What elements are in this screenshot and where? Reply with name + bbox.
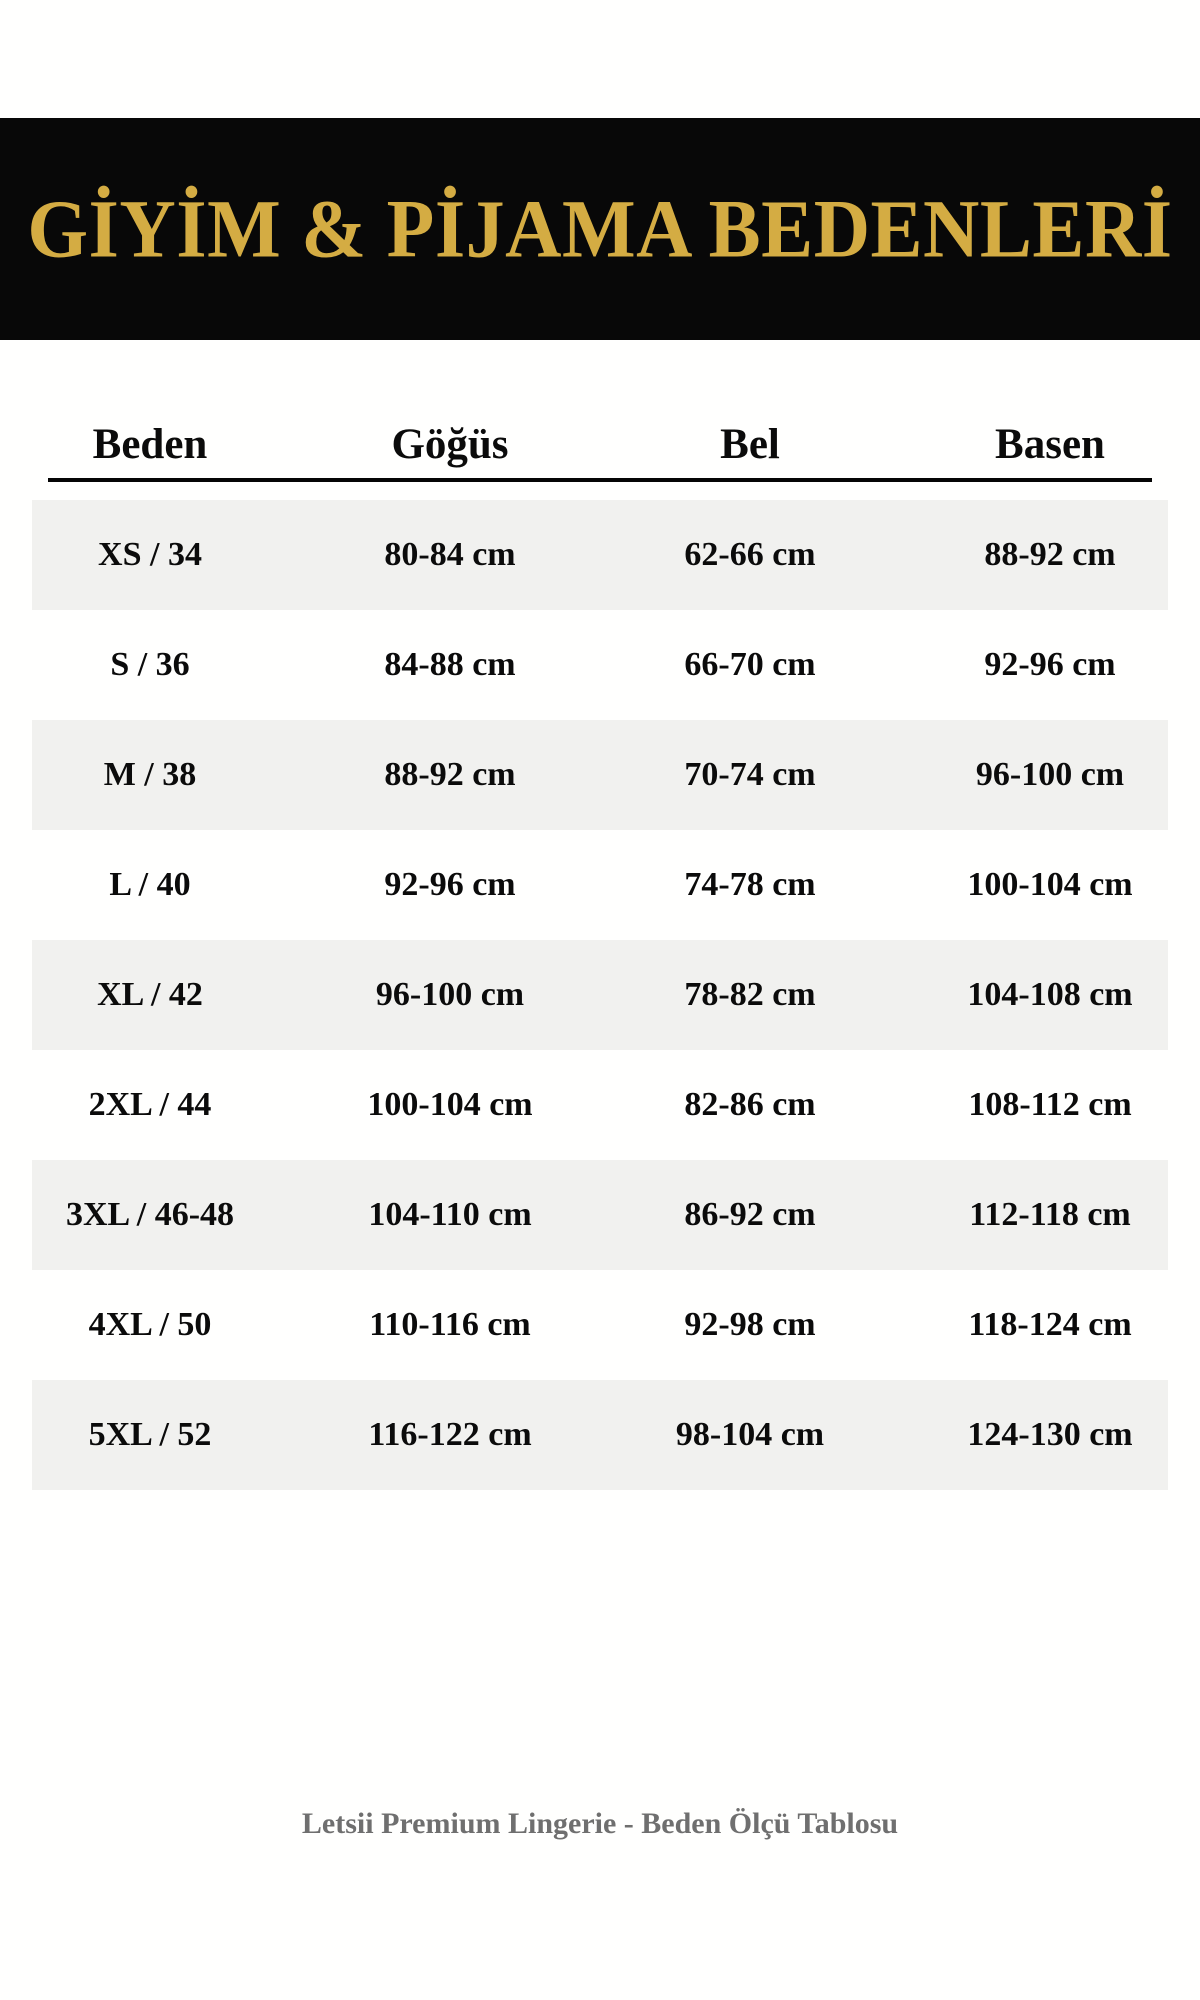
table-row: 3XL / 46-48 104-110 cm 86-92 cm 112-118 … bbox=[0, 1160, 1200, 1270]
waist-cell: 70-74 cm bbox=[684, 756, 816, 793]
chest-cell: 80-84 cm bbox=[384, 536, 516, 573]
hip-cell: 108-112 cm bbox=[968, 1086, 1132, 1123]
chest-cell: 104-110 cm bbox=[368, 1196, 532, 1233]
table-row: XS / 34 80-84 cm 62-66 cm 88-92 cm bbox=[0, 500, 1200, 610]
table-row: 5XL / 52 116-122 cm 98-104 cm 124-130 cm bbox=[0, 1380, 1200, 1490]
hip-cell: 124-130 cm bbox=[967, 1416, 1133, 1453]
chest-cell: 100-104 cm bbox=[367, 1086, 533, 1123]
size-cell: M / 38 bbox=[103, 756, 197, 793]
hip-cell: 118-124 cm bbox=[968, 1306, 1132, 1343]
chest-cell: 88-92 cm bbox=[384, 756, 516, 793]
chest-cell: 96-100 cm bbox=[375, 976, 525, 1013]
table-row: 4XL / 50 110-116 cm 92-98 cm 118-124 cm bbox=[0, 1270, 1200, 1380]
table-row: M / 38 88-92 cm 70-74 cm 96-100 cm bbox=[0, 720, 1200, 830]
col-header-gogus: Göğüs bbox=[391, 421, 509, 468]
col-header-basen: Basen bbox=[995, 421, 1105, 468]
table-row: 2XL / 44 100-104 cm 82-86 cm 108-112 cm bbox=[0, 1050, 1200, 1160]
waist-cell: 74-78 cm bbox=[684, 866, 816, 903]
hip-cell: 112-118 cm bbox=[969, 1196, 1131, 1233]
waist-cell: 82-86 cm bbox=[684, 1086, 816, 1123]
waist-cell: 92-98 cm bbox=[684, 1306, 816, 1343]
chest-cell: 110-116 cm bbox=[369, 1306, 531, 1343]
waist-cell: 78-82 cm bbox=[684, 976, 816, 1013]
size-cell: 5XL / 52 bbox=[88, 1416, 212, 1453]
size-cell: S / 36 bbox=[110, 646, 190, 683]
page-title: GİYİM & PİJAMA BEDENLERİ bbox=[27, 182, 1173, 275]
table-row: L / 40 92-96 cm 74-78 cm 100-104 cm bbox=[0, 830, 1200, 940]
waist-cell: 86-92 cm bbox=[684, 1196, 816, 1233]
waist-cell: 62-66 cm bbox=[684, 536, 816, 573]
hip-cell: 88-92 cm bbox=[984, 536, 1116, 573]
col-header-beden: Beden bbox=[92, 421, 208, 468]
size-cell: 3XL / 46-48 bbox=[65, 1196, 235, 1233]
size-cell: L / 40 bbox=[109, 866, 191, 903]
hip-cell: 92-96 cm bbox=[984, 646, 1116, 683]
table-row: XL / 42 96-100 cm 78-82 cm 104-108 cm bbox=[0, 940, 1200, 1050]
waist-cell: 98-104 cm bbox=[675, 1416, 825, 1453]
table-row: S / 36 84-88 cm 66-70 cm 92-96 cm bbox=[0, 610, 1200, 720]
header-rule-gap bbox=[0, 482, 1200, 500]
chest-cell: 92-96 cm bbox=[384, 866, 516, 903]
brand-footer-note: Letsii Premium Lingerie - Beden Ölçü Tab… bbox=[301, 1807, 899, 1840]
col-header-bel: Bel bbox=[720, 421, 780, 468]
table-header-row: Beden Göğüs Bel Basen bbox=[0, 340, 1200, 478]
waist-cell: 66-70 cm bbox=[684, 646, 816, 683]
header-divider-rule bbox=[48, 478, 1152, 482]
size-cell: XS / 34 bbox=[98, 536, 202, 573]
size-cell: 4XL / 50 bbox=[88, 1306, 212, 1343]
size-cell: XL / 42 bbox=[97, 976, 203, 1013]
chest-cell: 84-88 cm bbox=[384, 646, 516, 683]
size-cell: 2XL / 44 bbox=[88, 1086, 212, 1123]
title-banner: GİYİM & PİJAMA BEDENLERİ bbox=[0, 118, 1200, 340]
chest-cell: 116-122 cm bbox=[368, 1416, 532, 1453]
hip-cell: 96-100 cm bbox=[975, 756, 1125, 793]
hip-cell: 104-108 cm bbox=[967, 976, 1133, 1013]
hip-cell: 100-104 cm bbox=[967, 866, 1133, 903]
